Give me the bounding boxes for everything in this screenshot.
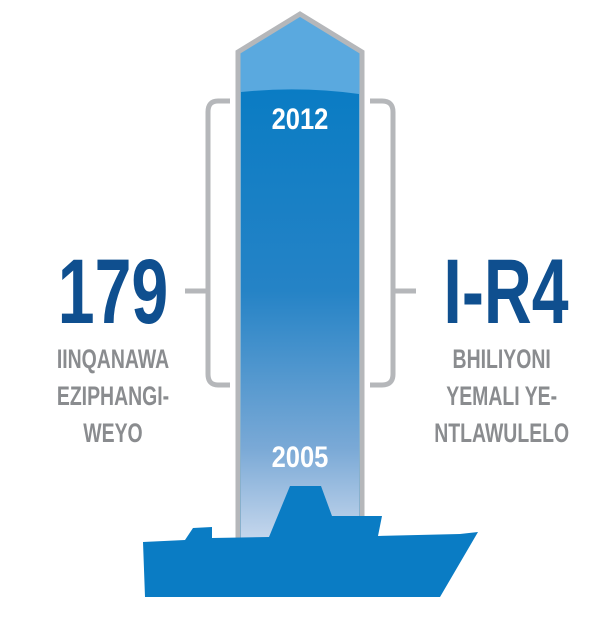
year-start: 2005 [272,440,329,473]
right-bracket [370,98,416,388]
year-end: 2012 [272,102,329,135]
right-stat-label-line-2: YEMALI YE- [446,381,557,411]
left-stat-label-line-1: IINQANAWA [57,344,169,374]
left-stat-label-line-3: WEYO [83,418,142,448]
left-bracket [185,98,230,388]
right-stat-label-line-1: BHILIYONI [453,344,551,374]
arrow-column [235,11,365,543]
ship-icon [143,486,478,597]
left-stat-label-line-2: EZIPHANGI- [57,381,169,411]
right-stat-label-line-3: NTLAWULELO [434,418,569,448]
right-stat-value: I-R4 [443,239,568,342]
left-stat-value: 179 [58,239,169,342]
